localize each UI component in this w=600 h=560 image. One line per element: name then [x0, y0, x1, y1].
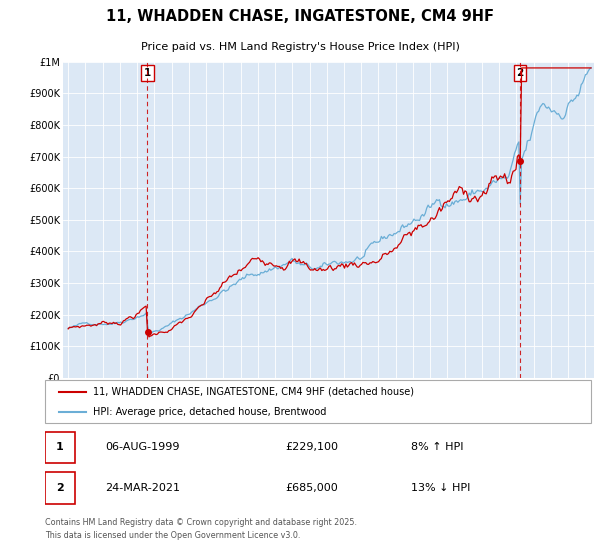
- Text: Contains HM Land Registry data © Crown copyright and database right 2025.
This d: Contains HM Land Registry data © Crown c…: [45, 518, 357, 540]
- FancyBboxPatch shape: [45, 473, 75, 504]
- Text: 1: 1: [144, 68, 151, 78]
- Text: £229,100: £229,100: [285, 442, 338, 452]
- Text: 8% ↑ HPI: 8% ↑ HPI: [411, 442, 463, 452]
- Text: 13% ↓ HPI: 13% ↓ HPI: [411, 483, 470, 493]
- Text: 11, WHADDEN CHASE, INGATESTONE, CM4 9HF (detached house): 11, WHADDEN CHASE, INGATESTONE, CM4 9HF …: [93, 387, 414, 396]
- Text: 24-MAR-2021: 24-MAR-2021: [105, 483, 180, 493]
- Text: 2: 2: [56, 483, 64, 493]
- Text: 2: 2: [517, 68, 524, 78]
- Text: 11, WHADDEN CHASE, INGATESTONE, CM4 9HF: 11, WHADDEN CHASE, INGATESTONE, CM4 9HF: [106, 9, 494, 24]
- FancyBboxPatch shape: [45, 380, 591, 423]
- Text: 1: 1: [56, 442, 64, 452]
- FancyBboxPatch shape: [45, 432, 75, 463]
- Text: Price paid vs. HM Land Registry's House Price Index (HPI): Price paid vs. HM Land Registry's House …: [140, 42, 460, 52]
- Text: HPI: Average price, detached house, Brentwood: HPI: Average price, detached house, Bren…: [93, 407, 326, 417]
- Text: 06-AUG-1999: 06-AUG-1999: [105, 442, 179, 452]
- Text: £685,000: £685,000: [285, 483, 338, 493]
